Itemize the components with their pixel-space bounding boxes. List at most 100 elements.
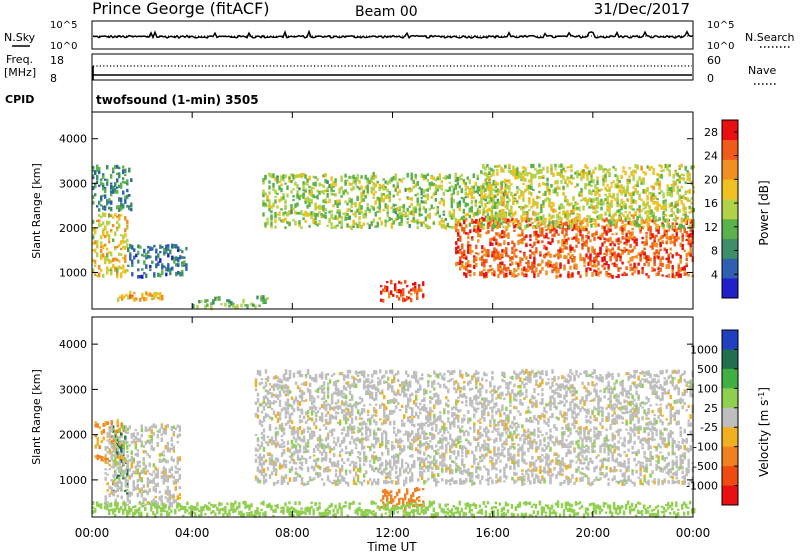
power-cell-303 xyxy=(141,296,144,299)
velocity-cell-567 xyxy=(174,470,177,474)
power-cell-2217 xyxy=(617,246,620,251)
power-cell-1022 xyxy=(394,177,397,181)
power-cell-1399 xyxy=(492,216,496,221)
power-cell-3254 xyxy=(628,167,631,170)
power-cell-3495 xyxy=(676,208,679,214)
power-cell-2023 xyxy=(575,233,578,238)
power-cell-3279 xyxy=(632,173,635,177)
power-cell-3539 xyxy=(684,165,687,171)
velocity-cell-307 xyxy=(128,468,131,472)
velocity-cell-1179 xyxy=(324,400,328,403)
power-cell-811 xyxy=(344,212,347,218)
power-cell-1240 xyxy=(452,189,455,195)
velocity-cell-1010 xyxy=(302,428,306,432)
power-cell-126 xyxy=(130,178,133,182)
power-cell-2518 xyxy=(685,264,688,268)
power-cell-1560 xyxy=(465,232,468,235)
power-cell-407 xyxy=(169,267,172,272)
velocity-cell-675 xyxy=(264,412,268,416)
power-cell-748 xyxy=(326,201,329,204)
power-cell-145 xyxy=(96,219,99,222)
velocity-cell-520 xyxy=(166,497,169,503)
power-cell-341 xyxy=(137,259,140,264)
velocity-cell-170 xyxy=(104,468,107,471)
power-cell-1480 xyxy=(402,297,405,303)
velocity-cell-139 xyxy=(122,453,125,457)
velocity-cell-757 xyxy=(274,383,278,388)
velocity-cell-1206 xyxy=(326,394,330,399)
power-cell-2447 xyxy=(671,240,674,244)
velocity-cell-1022 xyxy=(304,442,308,448)
power-cell-1174 xyxy=(434,184,437,188)
power-cell-2983 xyxy=(570,174,573,179)
power-cell-576 xyxy=(282,219,285,223)
power-cell-1627 xyxy=(483,268,486,271)
power-cell-746 xyxy=(326,224,329,227)
power-cell-619 xyxy=(294,220,297,226)
power-cell-1763 xyxy=(513,267,516,273)
power-cell-910 xyxy=(366,222,369,225)
power-cell-3203 xyxy=(616,204,619,207)
velocity-cell-278 xyxy=(124,482,127,488)
power-cell-131 xyxy=(92,268,95,273)
power-cell-1146 xyxy=(426,179,429,182)
velocity-cell-938 xyxy=(294,467,298,470)
velocity-cell-296 xyxy=(126,503,129,506)
power-cell-1396 xyxy=(492,197,496,202)
velocity-cell-1314 xyxy=(340,428,344,431)
power-cell-2752 xyxy=(522,206,525,210)
power-cell-3034 xyxy=(582,197,585,201)
power-cell-2510 xyxy=(685,253,688,258)
power-cell-856 xyxy=(354,210,357,215)
velocity-cell-1208 xyxy=(326,386,330,391)
power-cell-518 xyxy=(268,185,271,190)
power-cell-1773 xyxy=(517,266,520,270)
velocity-cell-753 xyxy=(274,375,278,380)
power-cell-2113 xyxy=(595,270,598,273)
velocity-cell-314 xyxy=(130,433,133,437)
power-cell-74 xyxy=(114,191,117,194)
velocity-cell-852 xyxy=(284,415,288,419)
velocity-cell-396 xyxy=(144,464,147,470)
velocity-cell-575 xyxy=(176,460,179,465)
power-cell-2620 xyxy=(494,224,497,228)
power-cell-1438 xyxy=(502,192,506,198)
power-cell-2430 xyxy=(667,256,670,261)
velocity-cell-1002 xyxy=(302,431,306,434)
power-cell-1095 xyxy=(414,194,417,197)
power-cell-437 xyxy=(183,256,186,259)
power-cell-362 xyxy=(147,245,150,249)
velocity-cell-1343 xyxy=(342,479,346,483)
velocity-cell-251 xyxy=(118,441,121,446)
freq-unit-label: [MHz] xyxy=(4,66,36,79)
velocity-cell-156 xyxy=(126,444,129,450)
velocity-cell-297 xyxy=(126,497,129,502)
power-cell-782 xyxy=(336,216,339,221)
power-cell-2977 xyxy=(570,181,573,185)
power-cell-2572 xyxy=(484,193,487,198)
velocity-cell-176 xyxy=(106,450,109,454)
power-cell-1272 xyxy=(460,196,463,200)
power-cell-1099 xyxy=(416,203,419,206)
power-cell-3378 xyxy=(652,211,655,217)
velocity-cell-80 xyxy=(122,429,125,432)
velocity-cell-200 xyxy=(110,490,113,495)
velocity-cell-1092 xyxy=(312,450,316,453)
velocity-cell-871 xyxy=(286,377,290,381)
velocity-cell-448 xyxy=(154,488,157,493)
velocity-cell-1241 xyxy=(330,394,334,399)
power-cell-475 xyxy=(250,302,253,306)
power-cell-3283 xyxy=(632,199,635,204)
velocity-cell-1334 xyxy=(342,376,346,381)
power-cell-143 xyxy=(94,273,97,276)
velocity-cell-397 xyxy=(144,426,147,430)
power-cell-3095 xyxy=(596,201,599,205)
power-cell-648 xyxy=(302,194,305,199)
power-cell-1499 xyxy=(414,288,417,292)
velocity-cell-608 xyxy=(256,398,260,403)
power-cell-3301 xyxy=(636,180,639,185)
power-cell-1030 xyxy=(396,191,399,196)
velocity-cell-8 xyxy=(96,454,99,460)
velocity-cell-1137 xyxy=(318,437,322,442)
power-cell-2933 xyxy=(560,203,563,206)
